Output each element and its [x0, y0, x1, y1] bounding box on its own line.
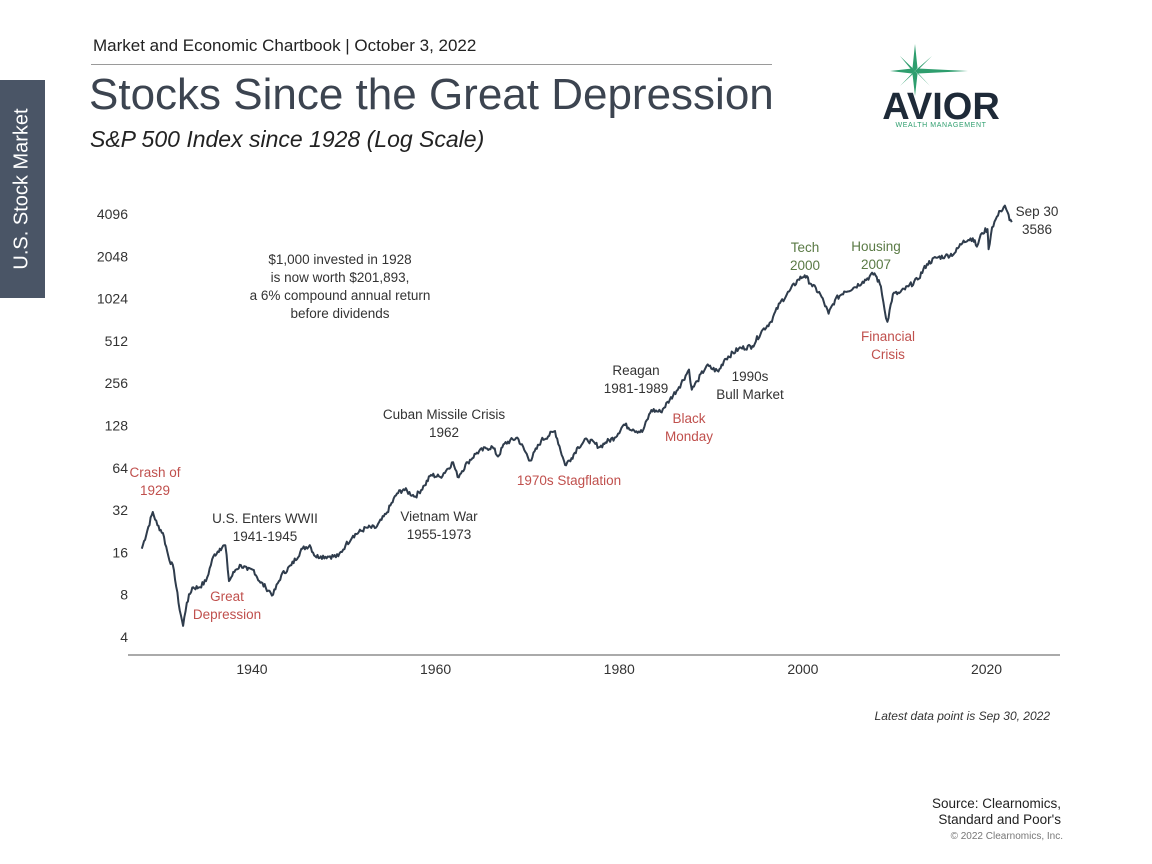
source-line-1: Source: Clearnomics,: [931, 796, 1061, 811]
x-tick-label: 2000: [787, 661, 818, 677]
annotation-label: Cuban Missile Crisis 1962: [383, 407, 506, 440]
y-tick-label: 256: [105, 375, 129, 391]
copyright-note: © 2022 Clearnomics, Inc.: [950, 831, 1063, 842]
annotation-line: 2000: [790, 258, 820, 273]
logo-tagline: WEALTH MANAGEMENT: [896, 122, 987, 129]
annotation-line: a 6% compound annual return: [250, 288, 431, 303]
chart-annotations: Crash of 1929 Great Depression U.S. Enters W…: [129, 204, 1058, 622]
annotation-line: $1,000 invested in 1928: [268, 252, 411, 267]
annotation-line: 1990s: [732, 369, 769, 384]
annotation-line: Sep 30: [1016, 204, 1059, 219]
y-tick-label: 16: [112, 544, 128, 560]
x-axis-ticks: 1940 1960 1980 2000 2020: [236, 661, 1002, 677]
y-tick-label: 32: [112, 502, 128, 518]
annotation-label: 1990s Bull Market: [716, 369, 784, 402]
annotation-line: 1941-1945: [233, 529, 298, 544]
annotation-label: Sep 30 3586: [1016, 204, 1059, 237]
annotation-line: Depression: [193, 607, 261, 622]
y-tick-label: 4096: [97, 206, 128, 222]
source-line-2: Standard and Poor's: [938, 812, 1061, 827]
source-note: Source: Clearnomics, Standard and Poor's: [932, 796, 1061, 828]
x-tick-label: 2020: [971, 661, 1002, 677]
annotation-line: Monday: [665, 429, 713, 444]
header-divider: [91, 64, 772, 65]
y-tick-label: 512: [105, 333, 129, 349]
logo-wordmark: AVIOR: [882, 86, 1000, 128]
annotation-label: Black Monday: [665, 411, 713, 444]
y-tick-label: 2048: [97, 248, 128, 264]
annotation-line: Tech: [791, 240, 820, 255]
annotation-line: before dividends: [290, 306, 389, 321]
y-tick-label: 1024: [97, 291, 128, 307]
annotation-line: Vietnam War: [400, 509, 478, 524]
annotation-label: Crash of 1929: [129, 465, 180, 498]
annotation-line: 2007: [861, 257, 891, 272]
annotation-label: Financial Crisis: [861, 329, 915, 362]
x-tick-label: 1940: [236, 661, 267, 677]
avior-logo: AVIOR WEALTH MANAGEMENT: [882, 44, 1000, 129]
annotation-label: 1970s Stagflation: [517, 473, 621, 488]
side-tab: [0, 80, 45, 298]
annotation-label: Great Depression: [193, 589, 261, 622]
x-tick-label: 1980: [604, 661, 635, 677]
annotation-line: Financial: [861, 329, 915, 344]
page-title: Stocks Since the Great Depression: [89, 70, 774, 119]
annotation-line: 1981-1989: [604, 381, 669, 396]
annotation-line: Great: [210, 589, 244, 604]
annotation-line: Bull Market: [716, 387, 784, 402]
annotation-label: Reagan 1981-1989: [604, 363, 669, 396]
annotation-line: 1970s Stagflation: [517, 473, 621, 488]
x-tick-label: 1960: [420, 661, 451, 677]
y-axis-ticks: 4 8 16 32 64 128 256 512 1024 2048 4096: [97, 206, 128, 645]
chartbook-header: Market and Economic Chartbook | October …: [93, 36, 477, 55]
y-tick-label: 128: [105, 418, 129, 434]
annotation-line: is now worth $201,893,: [271, 270, 410, 285]
annotation-line: 1929: [140, 483, 170, 498]
page-subtitle: S&P 500 Index since 1928 (Log Scale): [90, 126, 485, 152]
annotation-label: Tech 2000: [790, 240, 820, 273]
annotation-line: 3586: [1022, 222, 1052, 237]
annotation-label: $1,000 invested in 1928 is now worth $201…: [250, 252, 431, 321]
star-icon: [890, 44, 968, 96]
y-tick-label: 4: [120, 629, 128, 645]
annotation-label: Housing 2007: [851, 239, 901, 272]
annotation-line: Black: [672, 411, 705, 426]
annotation-line: Reagan: [612, 363, 659, 378]
annotation-line: 1955-1973: [407, 527, 472, 542]
y-tick-label: 8: [120, 587, 128, 603]
latest-data-note: Latest data point is Sep 30, 2022: [874, 709, 1050, 723]
annotation-line: U.S. Enters WWII: [212, 511, 318, 526]
annotation-line: Crash of: [129, 465, 180, 480]
annotation-line: Crisis: [871, 347, 905, 362]
sp500-series-line: [140, 204, 1013, 627]
annotation-line: 1962: [429, 425, 459, 440]
annotation-label: U.S. Enters WWII 1941-1945: [212, 511, 318, 544]
y-tick-label: 64: [112, 460, 128, 476]
annotation-line: Housing: [851, 239, 901, 254]
annotation-line: Cuban Missile Crisis: [383, 407, 506, 422]
annotation-label: Vietnam War 1955-1973: [400, 509, 478, 542]
